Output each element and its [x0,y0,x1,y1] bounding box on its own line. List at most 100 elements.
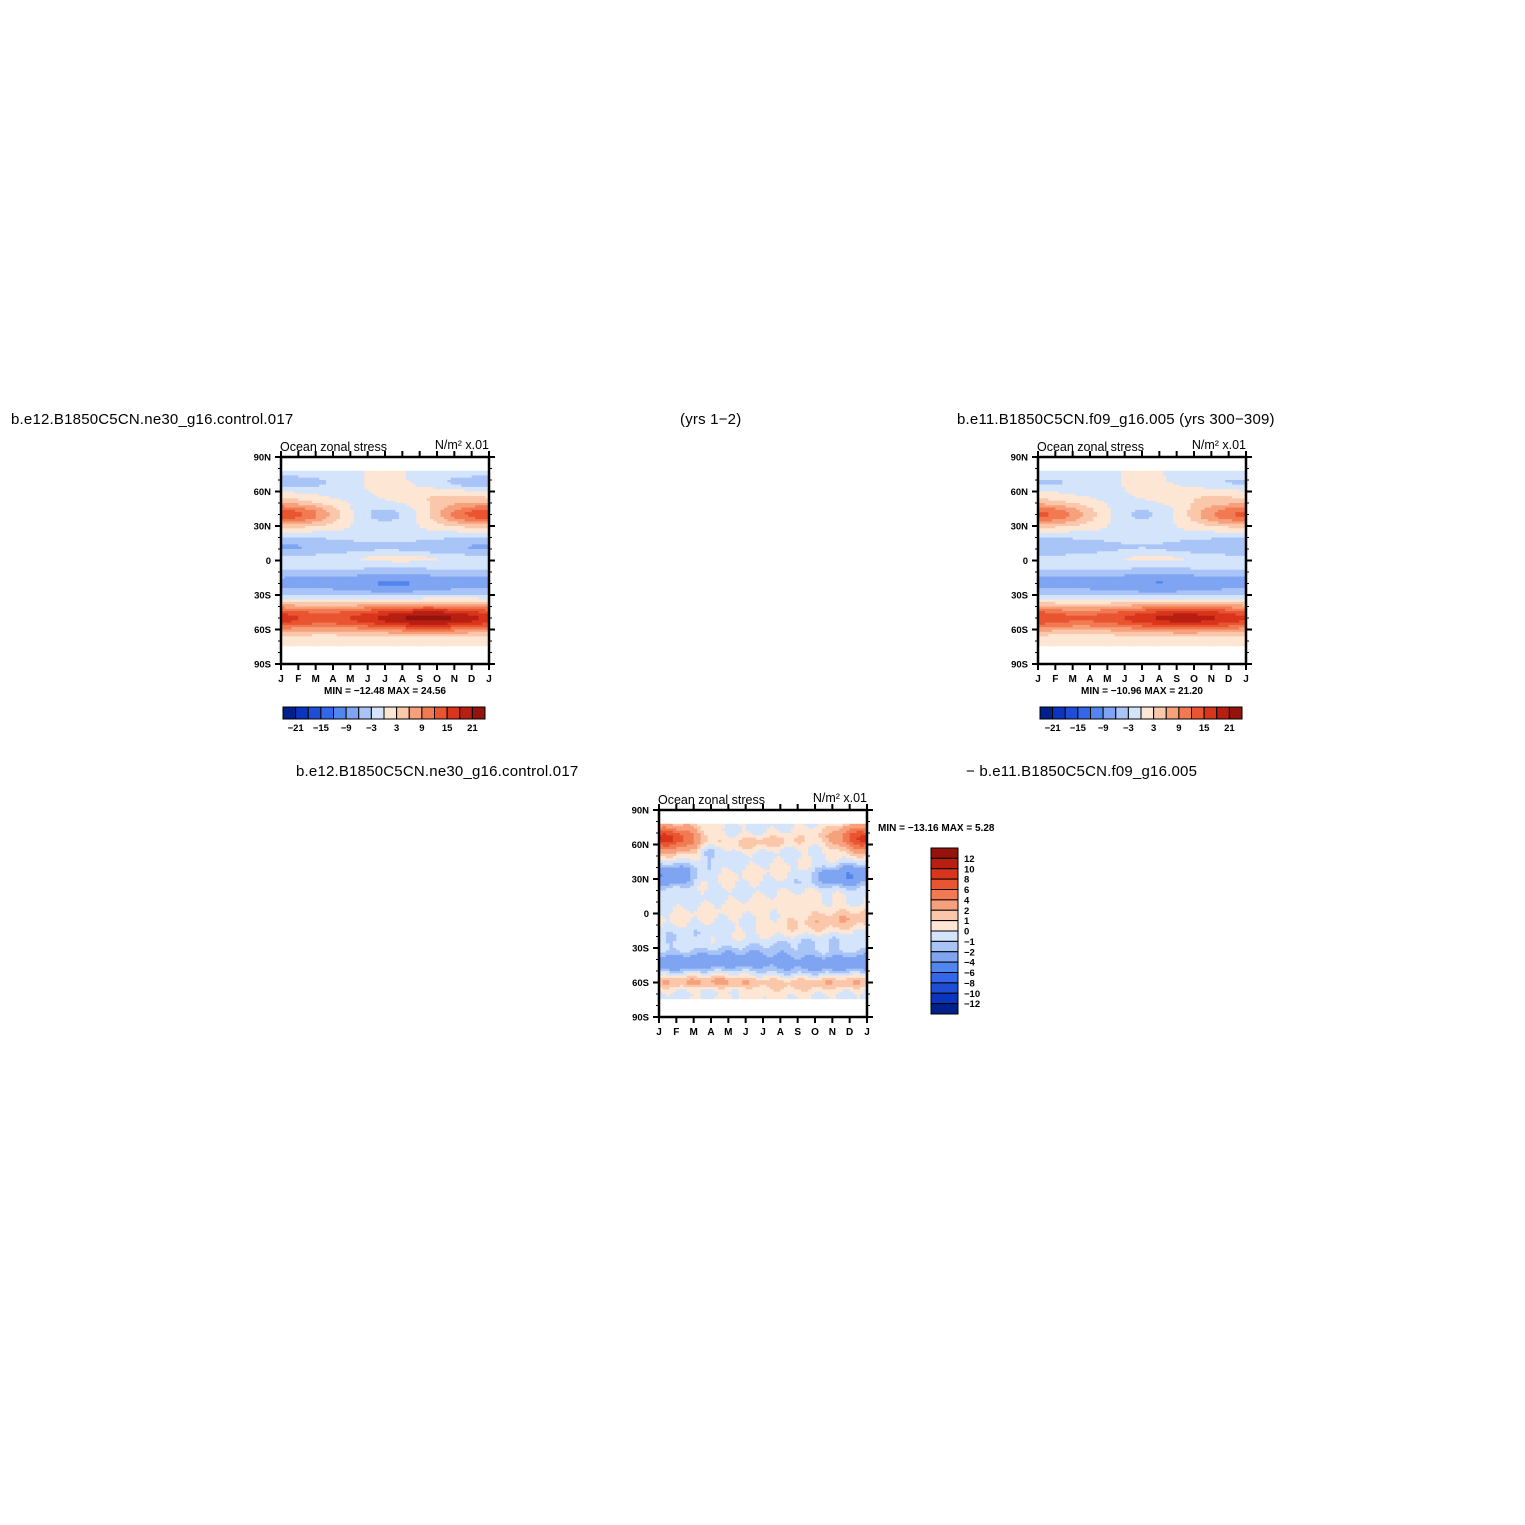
contour-cell [298,544,303,548]
contour-cell [471,528,476,532]
contour-cell [388,643,393,647]
contour-cell [367,532,372,536]
contour-cell [360,491,365,495]
contour-cell [287,544,292,548]
contour-cell [485,558,490,562]
contour-cell [308,558,313,562]
contour-cell [357,549,362,552]
contour-cell [419,555,424,559]
contour-cell [385,521,390,525]
contour-cell [329,500,334,504]
x-tick-label: J [365,674,371,685]
contour-cell [294,470,299,474]
contour-cell [454,532,459,536]
contour-cell [385,528,390,532]
contour-cell [339,539,344,543]
contour-cell [312,512,317,516]
contour-cell [416,528,421,532]
contour-cell [291,514,296,518]
contour-cell [443,503,448,506]
contour-cell [423,537,428,541]
contour-cell [281,562,286,566]
contour-cell [402,500,407,504]
contour-cell [364,500,369,504]
contour-cell [298,546,303,550]
contour-cell [443,507,448,511]
contour-cell [443,498,448,502]
contour-cell [388,553,393,557]
contour-cell [475,480,480,483]
contour-cell [381,470,386,474]
contour-cell [419,553,424,557]
contour-cell [339,526,344,529]
colorbar-label: 3 [394,723,399,734]
contour-cell [284,496,289,499]
contour-cell [336,521,341,525]
contour-cell [433,539,438,543]
contour-cell [357,503,362,506]
contour-cell [385,493,390,497]
contour-cell [388,496,393,499]
x-tick-label: J [486,674,492,685]
contour-cell [419,535,424,539]
contour-cell [294,505,299,509]
contour-cell [322,532,327,536]
contour-cell [430,643,435,647]
contour-cell [353,519,358,522]
contour-cell [322,551,327,555]
contour-cell [405,519,410,522]
contour-cell [402,516,407,520]
contour-cell [343,542,348,545]
contour-cell [336,553,341,557]
contour-cell [378,514,383,518]
contour-cell [440,528,445,532]
contour-cell [315,473,320,476]
contour-cell [450,643,455,647]
contour-cell [478,558,483,562]
contour-cell [346,551,351,555]
contour-cell [378,512,383,516]
contour-cell [305,643,310,647]
contour-cell [388,549,393,552]
contour-cell [367,473,372,476]
contour-cell [475,521,480,525]
contour-cell [395,498,400,502]
contour-cell [284,523,289,527]
contour-cell [343,489,348,493]
contour-cell [416,486,421,490]
contour-cell [475,500,480,504]
contour-cell [367,477,372,481]
contour-cell [343,496,348,499]
contour-cell [478,526,483,529]
contour-cell [301,643,306,647]
contour-cell [412,473,417,476]
contour-cell [391,535,396,539]
contour-cell [402,542,407,545]
contour-cell [312,484,317,488]
contour-cell [485,500,490,504]
contour-cell [471,482,476,486]
contour-cell [333,521,338,525]
contour-cell [385,535,390,539]
contour-cell [447,484,452,488]
contour-cell [485,551,490,555]
contour-cell [360,512,365,516]
contour-cell [426,489,431,493]
contour-cell [440,516,445,520]
x-tick-label: A [399,674,406,685]
contour-cell [471,486,476,490]
contour-cell [287,470,292,474]
contour-cell [322,521,327,525]
contour-cell [378,549,383,552]
contour-cell [482,498,487,502]
contour-cell [464,549,469,552]
contour-cell [305,503,310,506]
contour-cell [468,473,473,476]
colorbar-box [320,706,334,720]
contour-cell [381,505,386,509]
contour-cell [443,558,448,562]
contour-cell [471,532,476,536]
contour-cell [353,514,358,518]
contour-cell [391,643,396,647]
